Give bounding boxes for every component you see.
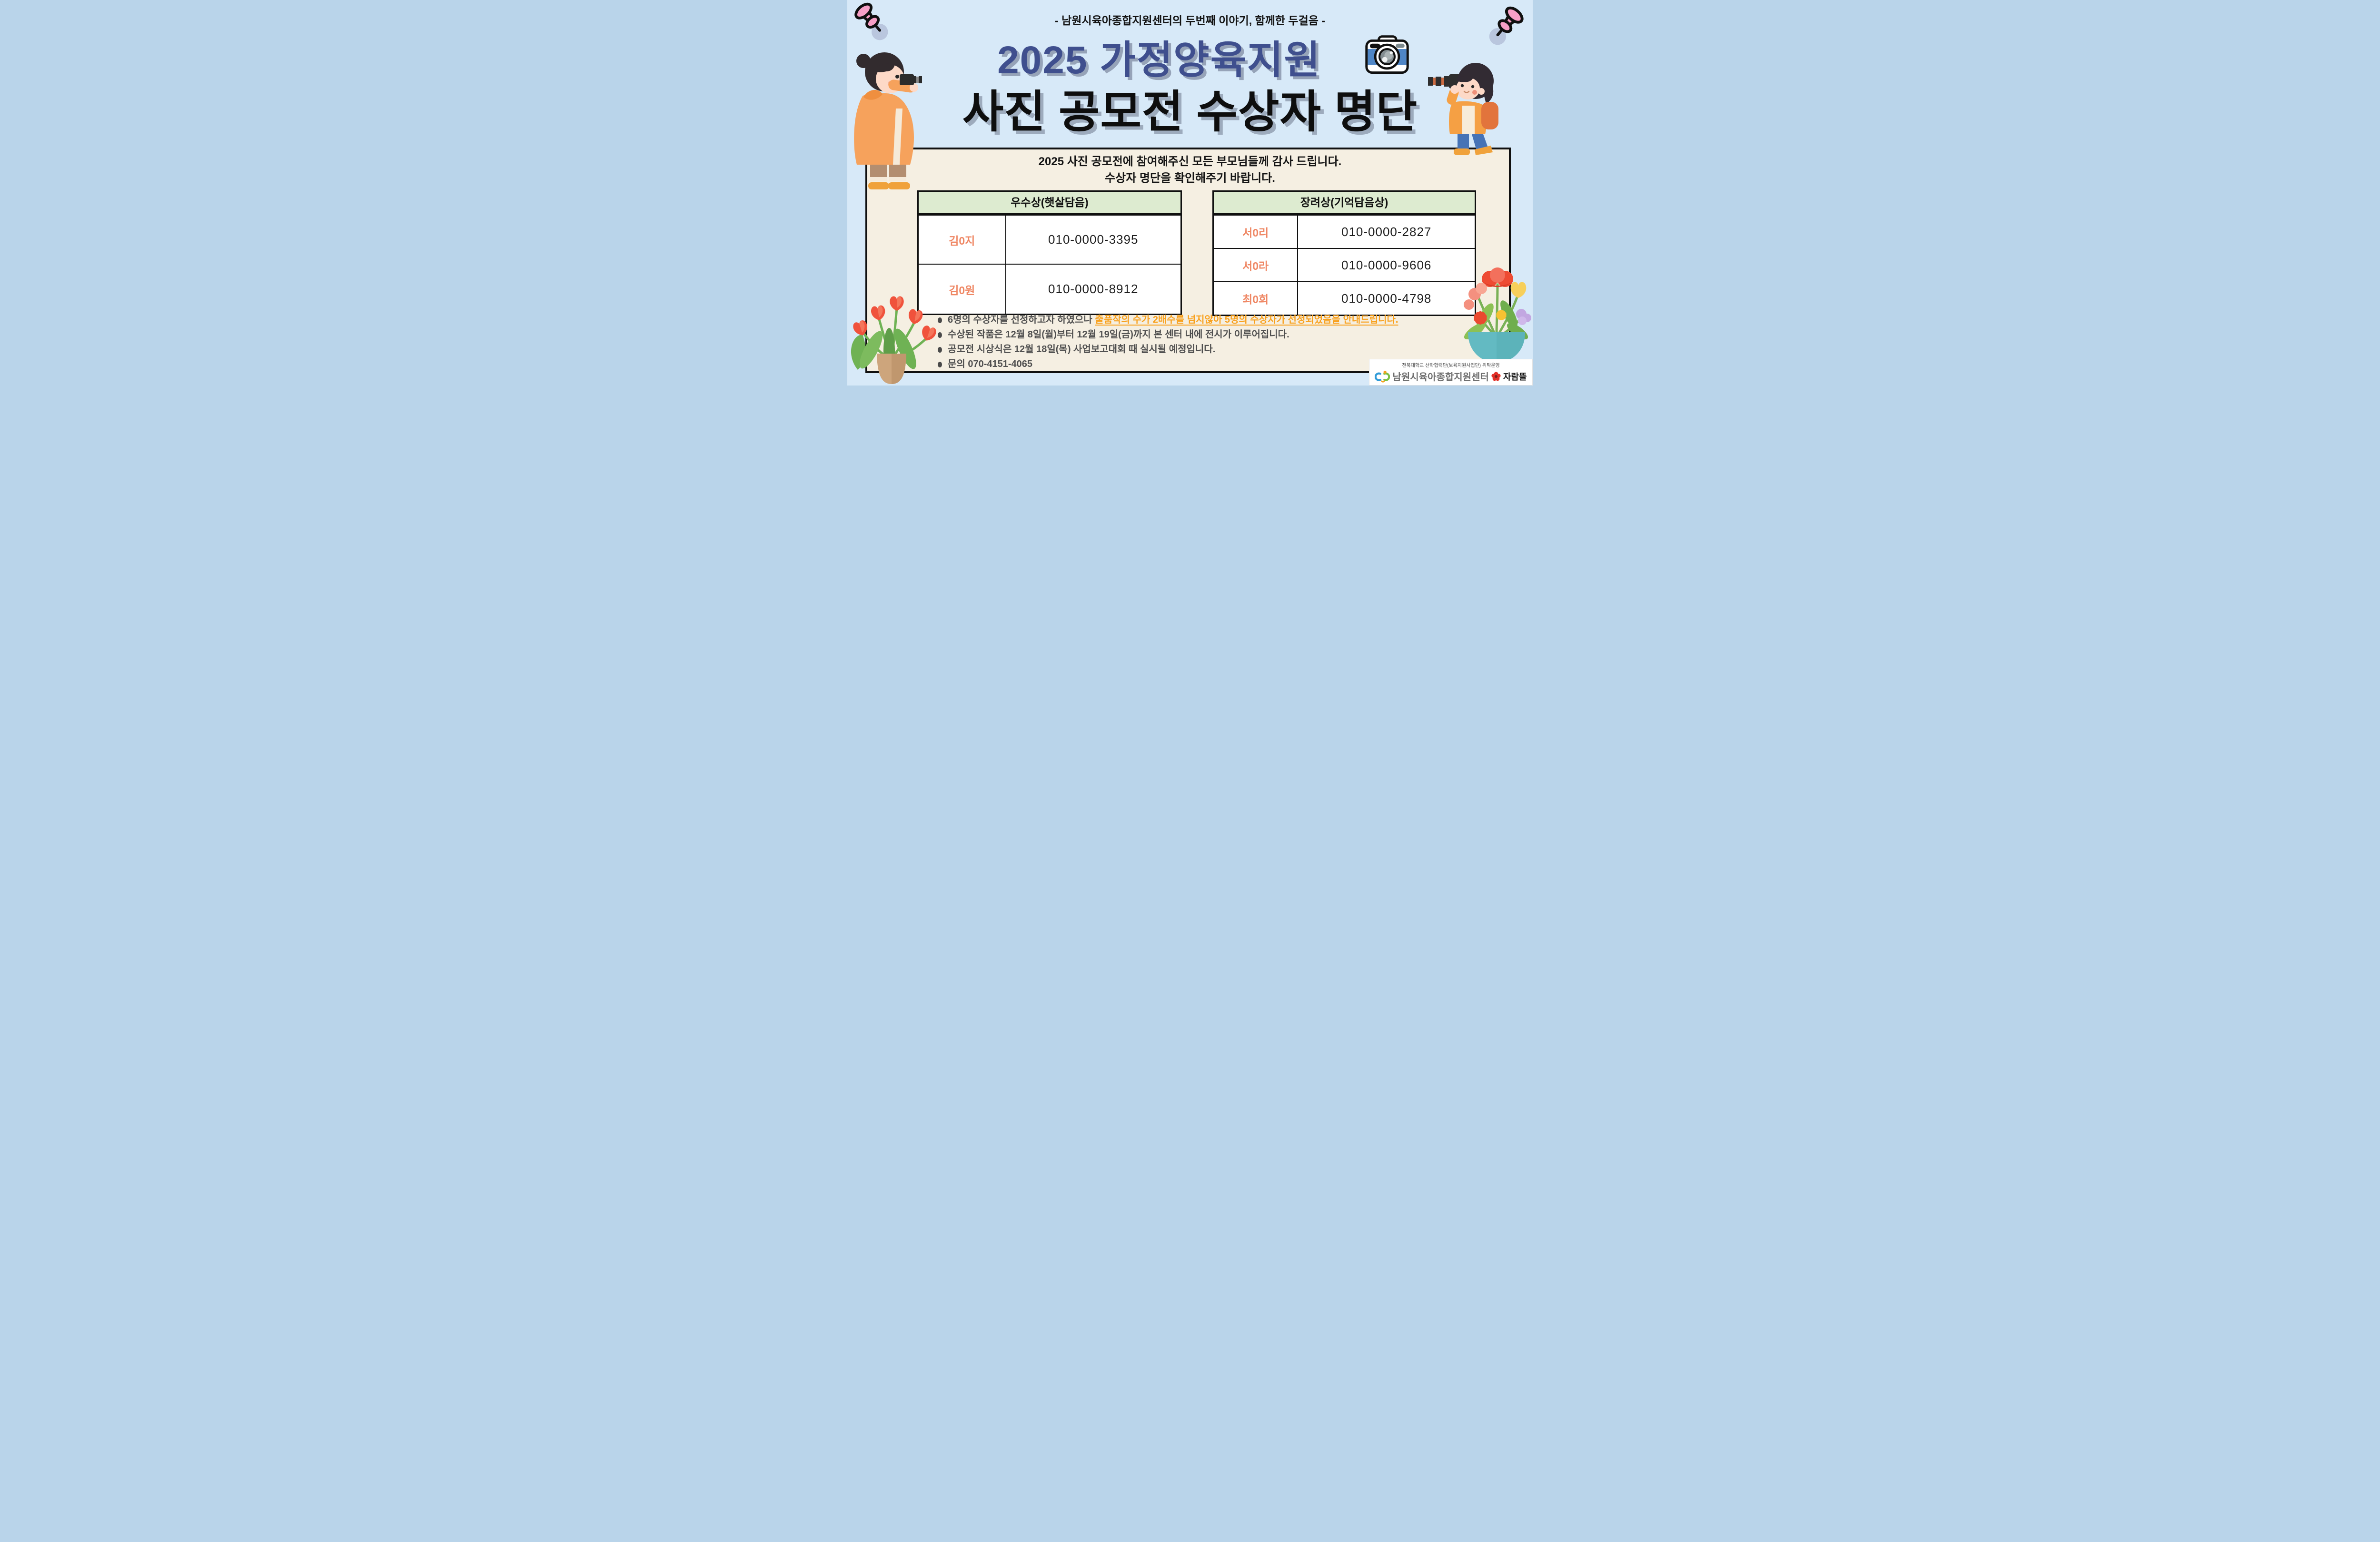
winner-name: 최0희 xyxy=(1214,282,1299,315)
intro-line1: 2025 사진 공모전에 참여해주신 모든 부모님들께 감사 드립니다. xyxy=(1038,155,1342,168)
winner-phone: 010-0000-3395 xyxy=(1048,232,1139,247)
table-row: 최0희 010-0000-4798 xyxy=(1214,281,1475,315)
brand-flower-icon xyxy=(1491,371,1501,381)
poster-title-line1: 2025 가정양육지원 xyxy=(997,39,1321,82)
notes-list: 6명의 수상자를 선정하고자 하였으나 출품작의 수가 2배수를 넘지않아 5명… xyxy=(938,315,1492,374)
intro-text: 2025 사진 공모전에 참여해주신 모든 부모님들께 감사 드립니다. 수상자… xyxy=(847,153,1533,187)
table-header: 우수상(햇살담음) xyxy=(919,192,1180,215)
boy-photographer xyxy=(1428,63,1498,155)
yellow-star-flower xyxy=(1496,310,1507,320)
pushpin-left-icon xyxy=(854,2,888,40)
poster-title-line2: 사진 공모전 수상자 명단 xyxy=(962,87,1418,137)
salmon-flowers xyxy=(1464,283,1487,310)
note-item: 6명의 수상자를 선정하고자 하였으나 출품작의 수가 2배수를 넘지않아 5명… xyxy=(938,315,1492,326)
table-row: 서0라 010-0000-9606 xyxy=(1214,248,1475,281)
winner-name: 김0원 xyxy=(919,265,1006,314)
poster-subtitle: - 남원시육아종합지원센터의 두번째 이야기, 함께한 두걸음 - xyxy=(1055,14,1325,27)
camera-icon xyxy=(1365,35,1409,74)
intro-line2: 수상자 명단을 확인해주기 바랍니다. xyxy=(1105,172,1275,185)
bullet-dot-icon xyxy=(938,317,942,323)
yellow-tulip xyxy=(1510,282,1527,298)
poster: - 남원시육아종합지원센터의 두번째 이야기, 함께한 두걸음 - 2025 가… xyxy=(847,0,1533,386)
winner-name: 서0리 xyxy=(1214,216,1299,248)
footer-logo-box: 전북대학교 산학협력단(보육지원사업단) 위탁운영 남원시육아종합지원센터 자람… xyxy=(1369,359,1533,386)
tulip-pot-decoration xyxy=(851,296,936,384)
bullet-dot-icon xyxy=(938,332,942,338)
table-row: 김0원 010-0000-8912 xyxy=(919,264,1180,314)
table-row: 김0지 010-0000-3395 xyxy=(919,215,1180,264)
girl-photographer xyxy=(854,52,922,189)
note-highlight: 출품작의 수가 2배수를 넘지않아 5명의 수상자가 선정되었음을 안내드립니다… xyxy=(1095,315,1398,325)
note-text: 수상된 작품은 12월 8일(월)부터 12월 19일(금)까지 본 센터 내에… xyxy=(948,329,1289,340)
winner-name: 서0라 xyxy=(1214,249,1299,281)
footer-operator-text: 전북대학교 산학협력단(보육지원사업단) 위탁운영 xyxy=(1402,363,1500,368)
footer-org-name: 남원시육아종합지원센터 xyxy=(1392,372,1489,383)
red-star-flower xyxy=(1474,311,1487,325)
flower-vase-decoration xyxy=(1464,267,1531,366)
table-header: 장려상(기억담음상) xyxy=(1214,192,1475,215)
bullet-dot-icon xyxy=(938,347,942,353)
winner-name: 김0지 xyxy=(919,216,1006,264)
note-text: 6명의 수상자를 선정하고자 하였으나 출품작의 수가 2배수를 넘지않아 5명… xyxy=(948,315,1398,325)
table-encouragement-award: 장려상(기억담음상) 서0리 010-0000-2827 서0라 010-000… xyxy=(1212,190,1476,316)
winner-phone: 010-0000-2827 xyxy=(1341,224,1432,239)
note-item: 수상된 작품은 12월 8일(월)부터 12월 19일(금)까지 본 센터 내에… xyxy=(938,329,1492,340)
note-item: 문의 070-4151-4065 xyxy=(938,359,1492,370)
winner-phone: 010-0000-8912 xyxy=(1048,282,1139,296)
center-logo-icon xyxy=(1375,370,1390,383)
bullet-dot-icon xyxy=(938,362,942,367)
table-row: 서0리 010-0000-2827 xyxy=(1214,215,1475,248)
note-text: 문의 070-4151-4065 xyxy=(948,359,1033,369)
footer-brand-name: 자람뜰 xyxy=(1503,372,1527,382)
note-text: 공모전 시상식은 12월 18일(목) 사업보고대회 때 실시될 예정입니다. xyxy=(948,344,1216,355)
pushpin-right-icon xyxy=(1489,6,1524,45)
purple-flower xyxy=(1516,309,1531,325)
footer-logo-row: 남원시육아종합지원센터 자람뜰 xyxy=(1375,369,1527,383)
table-excellence-award: 우수상(햇살담음) 김0지 010-0000-3395 김0원 010-0000… xyxy=(917,190,1182,315)
red-poppy xyxy=(1482,267,1513,287)
winner-phone: 010-0000-9606 xyxy=(1341,257,1432,272)
note-item: 공모전 시상식은 12월 18일(목) 사업보고대회 때 실시될 예정입니다. xyxy=(938,344,1492,355)
winner-phone: 010-0000-4798 xyxy=(1341,291,1432,306)
